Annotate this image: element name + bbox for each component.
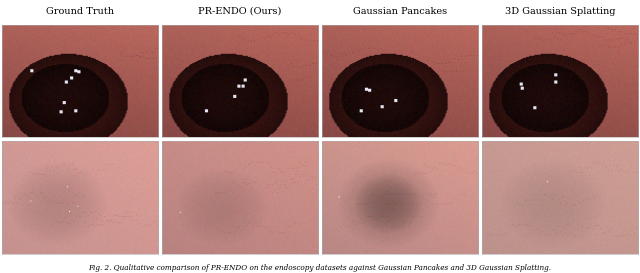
Text: Gaussian Pancakes: Gaussian Pancakes (353, 7, 447, 16)
Text: Ground Truth: Ground Truth (46, 7, 114, 16)
Text: PR-ENDO (Ours): PR-ENDO (Ours) (198, 7, 282, 16)
Text: Fig. 2. Qualitative comparison of PR-ENDO on the endoscopy datasets against Gaus: Fig. 2. Qualitative comparison of PR-END… (88, 264, 552, 272)
Text: 3D Gaussian Splatting: 3D Gaussian Splatting (505, 7, 615, 16)
